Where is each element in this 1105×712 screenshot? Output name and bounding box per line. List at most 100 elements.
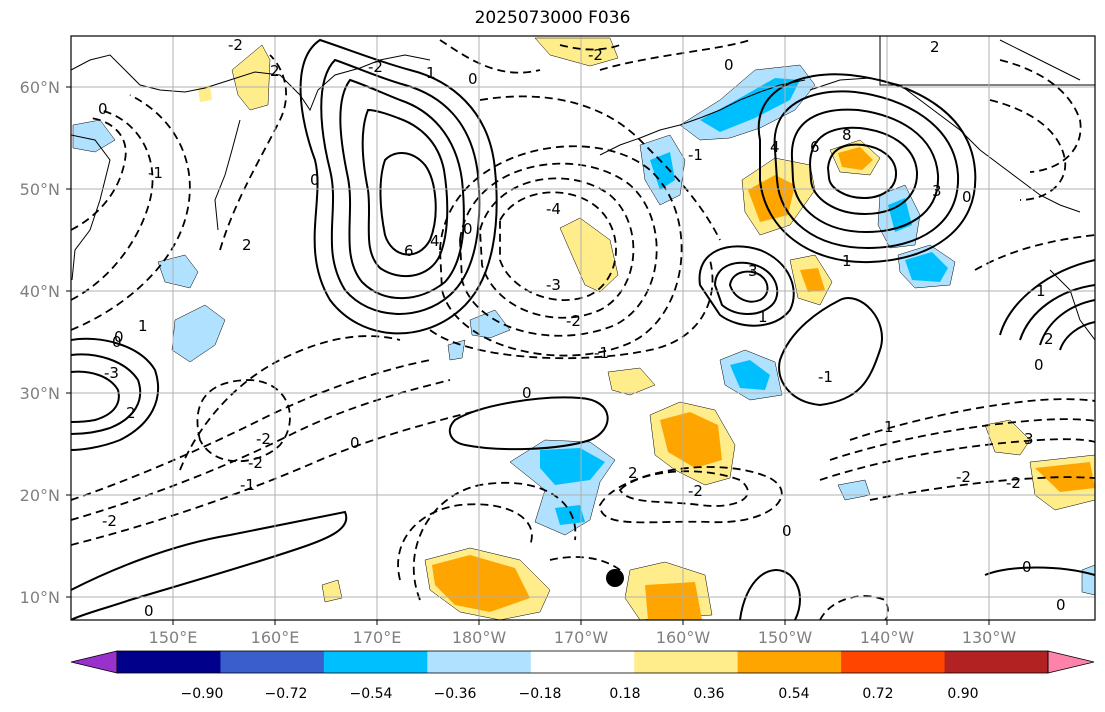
lon-label: 170°E — [353, 628, 402, 647]
contour-labels: -2 0 2 -2 1 0 -1 0 0 8 6 4 0 3 -1 2 6 4 … — [98, 36, 1066, 620]
lat-label: 30°N — [20, 384, 60, 403]
lon-label: 170°W — [554, 628, 609, 647]
contour-label: 0 — [1022, 558, 1032, 576]
lat-label: 10°N — [20, 588, 60, 607]
contour-label: 3 — [932, 182, 942, 200]
colorbar-tick: 0.18 — [609, 686, 640, 702]
contour-label: -2 — [588, 46, 603, 64]
map-border — [70, 35, 1096, 621]
contour-label: -3 — [104, 364, 119, 382]
axis-tick-marks — [66, 86, 990, 625]
contour-label: 0 — [1034, 356, 1044, 374]
colorbar-segment — [530, 651, 635, 673]
contour-label: 2 — [930, 38, 940, 56]
map-area — [71, 36, 1095, 620]
contour-label: 6 — [810, 138, 820, 156]
lat-label: 60°N — [20, 78, 60, 97]
map-title: 2025073000 F036 — [474, 8, 631, 28]
contour-label: 1 — [138, 317, 148, 335]
colorbar-segment — [220, 651, 325, 673]
contour-label: 0 — [962, 188, 972, 206]
contour-label: -3 — [546, 276, 561, 294]
lat-label: 40°N — [20, 282, 60, 301]
colorbar-segment — [117, 651, 221, 673]
contour-label: 0 — [522, 384, 532, 402]
contour-label: 4 — [770, 138, 780, 156]
positive-anomaly-shading — [198, 37, 1095, 620]
latitude-labels: 60°N 50°N 40°N 30°N 20°N 10°N — [20, 78, 60, 607]
contour-label: 1 — [426, 64, 436, 82]
contour-label: 0 — [724, 56, 734, 74]
colorbar-extend-low — [70, 650, 118, 674]
lon-label: 160°E — [251, 628, 300, 647]
contour-label: -2 — [1006, 474, 1021, 492]
contour-label: -2 — [102, 512, 117, 530]
contour-label: 0 — [112, 333, 122, 351]
negative-contours — [71, 39, 1095, 620]
lon-label: 150°W — [758, 628, 813, 647]
colorbar-tick: 0.72 — [862, 686, 893, 702]
colorbar-segment — [427, 651, 532, 673]
contour-label: 2 — [126, 404, 136, 422]
colorbar-tick: 0.90 — [947, 686, 978, 702]
contour-label: -2 — [566, 312, 581, 330]
contour-label: 0 — [310, 171, 320, 189]
location-marker — [606, 569, 624, 587]
longitude-labels: 150°E 160°E 170°E 180°W 170°W 160°W 150°… — [149, 628, 1017, 647]
colorbar-tick: −0.36 — [434, 686, 477, 702]
contour-label: 3 — [1024, 430, 1034, 448]
colorbar-segment — [634, 651, 739, 673]
colorbar-tick: −0.72 — [265, 686, 308, 702]
contour-label: 8 — [842, 126, 852, 144]
colorbar-extend-high — [1047, 650, 1095, 674]
lon-label: 160°W — [656, 628, 711, 647]
contour-label: 4 — [430, 232, 440, 250]
contour-label: 2 — [270, 62, 280, 80]
colorbar-tick: 0.54 — [778, 686, 809, 702]
contour-label: 0 — [98, 100, 108, 118]
lon-label: 150°E — [149, 628, 198, 647]
contour-label: -1 — [688, 146, 703, 164]
lon-label: 140°W — [860, 628, 915, 647]
contour-label: 2 — [1044, 330, 1054, 348]
coastlines — [71, 36, 1095, 341]
contour-label: 0 — [114, 328, 124, 346]
contour-label: 3 — [748, 262, 758, 280]
lat-label: 20°N — [20, 486, 60, 505]
contour-label: -1 — [148, 164, 163, 182]
contour-label: 2 — [628, 464, 638, 482]
colorbar-tick: 0.36 — [693, 686, 724, 702]
contour-label: -1 — [818, 368, 833, 386]
contour-label: -2 — [368, 58, 383, 76]
contour-label: -4 — [546, 200, 561, 218]
colorbar-tick: −0.90 — [181, 686, 224, 702]
lon-label: 180°W — [452, 628, 507, 647]
contour-label: 2 — [242, 236, 252, 254]
contour-label: 6 — [404, 242, 414, 260]
contour-label: -2 — [256, 430, 271, 448]
colorbar-tick: −0.18 — [519, 686, 562, 702]
lat-label: 50°N — [20, 180, 60, 199]
colorbar-tick: −0.54 — [350, 686, 393, 702]
contour-label: 0 — [782, 522, 792, 540]
contour-label: 1 — [884, 418, 894, 436]
gridlines — [71, 36, 1095, 620]
contour-label: 1 — [758, 308, 768, 326]
colorbar-tick-labels: −0.90 −0.72 −0.54 −0.36 −0.18 0.18 0.36 … — [181, 686, 979, 702]
contour-label: 1 — [1036, 282, 1046, 300]
colorbar-segment — [944, 651, 1049, 673]
colorbar-segment — [323, 651, 428, 673]
contour-label: 0 — [350, 434, 360, 452]
contour-label: -1 — [594, 344, 609, 362]
contour-label: -2 — [688, 482, 703, 500]
contour-label: -1 — [240, 476, 255, 494]
colorbar-segment — [841, 651, 946, 673]
colorbar-border — [116, 650, 1049, 674]
contour-label: -2 — [228, 36, 243, 54]
contour-label: 0 — [468, 70, 478, 88]
contour-label: 0 — [1056, 596, 1066, 614]
contour-label: -2 — [248, 454, 263, 472]
contour-label: 0 — [144, 602, 154, 620]
contour-label: 0 — [463, 220, 473, 238]
